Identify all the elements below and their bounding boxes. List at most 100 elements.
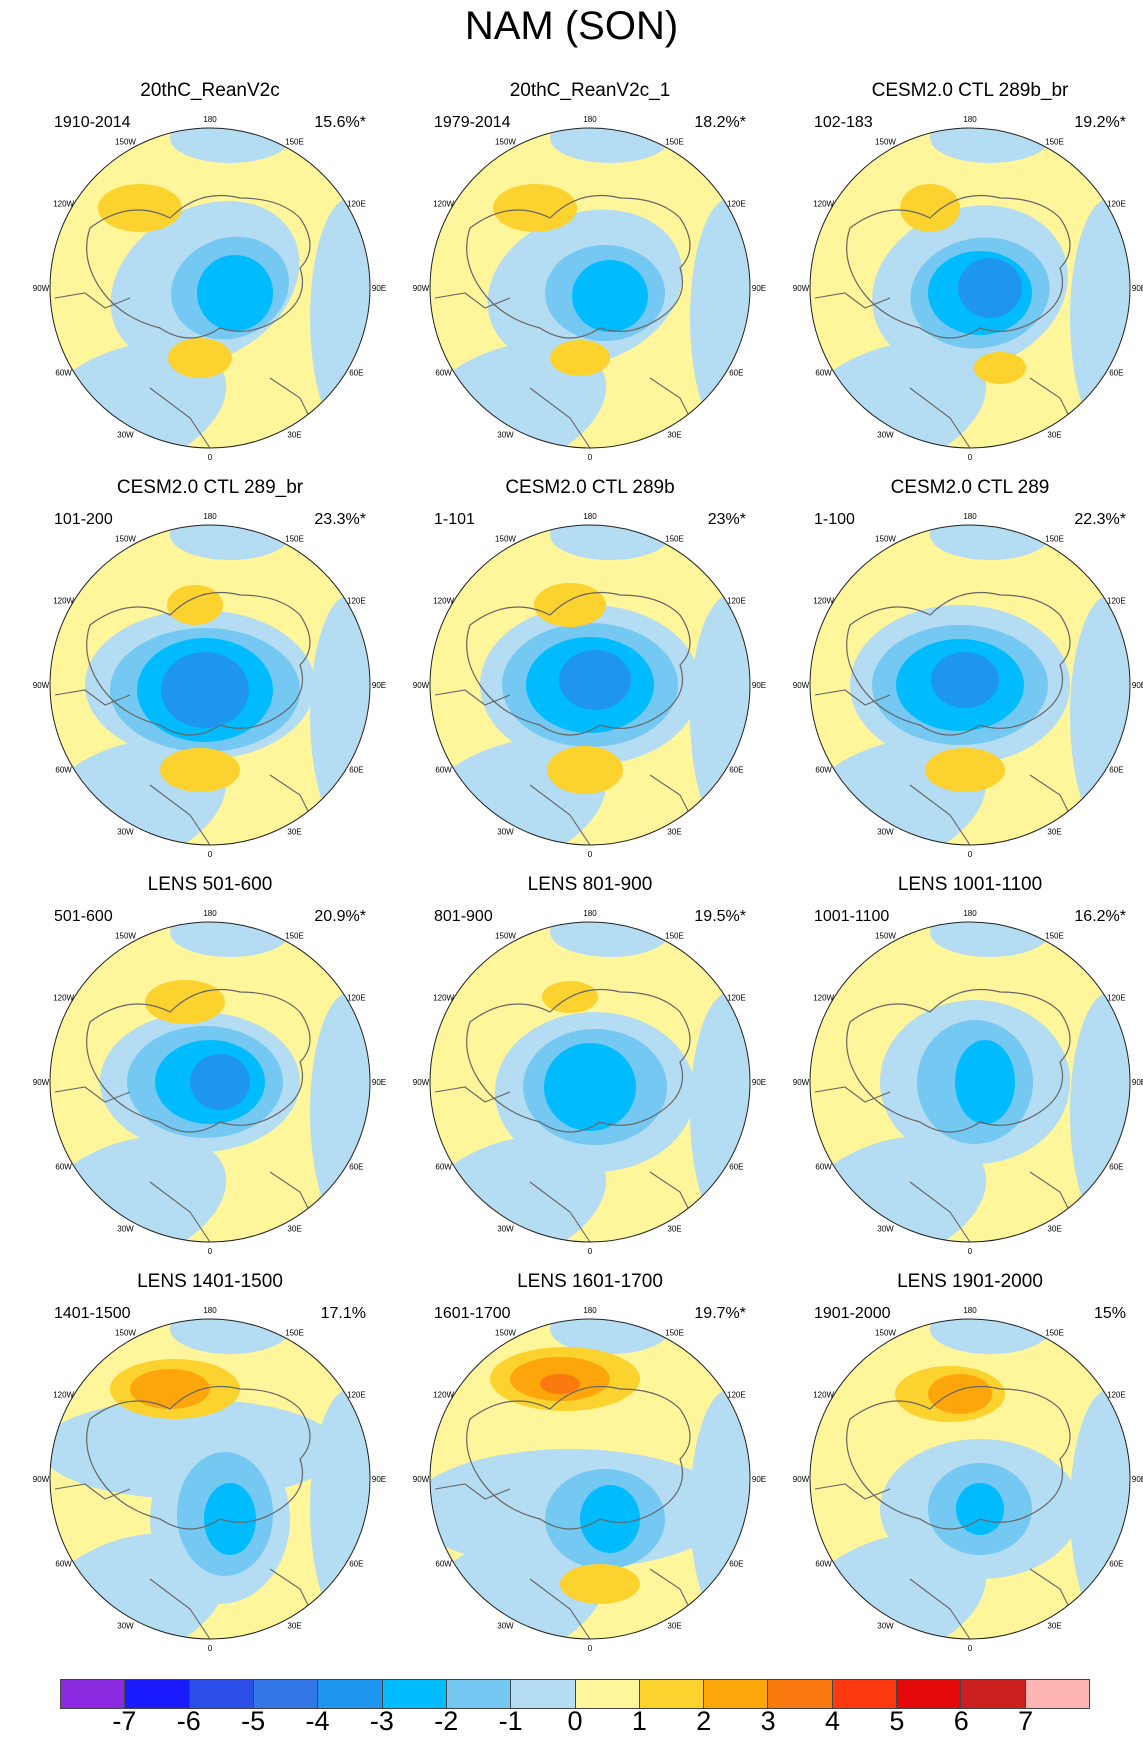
longitude-label: 120E bbox=[347, 200, 366, 209]
panel-period: 1-100 bbox=[814, 511, 855, 528]
anomaly-contour bbox=[560, 1564, 640, 1604]
map-border bbox=[49, 1318, 371, 1640]
longitude-label: 180 bbox=[203, 1306, 217, 1315]
longitude-label: 180 bbox=[583, 1306, 597, 1315]
anomaly-contour bbox=[930, 1319, 1050, 1354]
coastline bbox=[846, 591, 1071, 736]
map-border bbox=[809, 1318, 1131, 1640]
anomaly-contour bbox=[580, 1485, 640, 1553]
longitude-label: 60E bbox=[349, 1560, 363, 1569]
map-panel: CESM2.0 CTL 289_br 101-200 23.3%* 180 150E 12… bbox=[20, 477, 400, 867]
longitude-label: 180 bbox=[583, 115, 597, 124]
anomaly-contour bbox=[559, 650, 631, 710]
longitude-label: 30W bbox=[877, 430, 894, 439]
panel-period: 1401-1500 bbox=[54, 1305, 131, 1322]
polar-map: 180 150E 120E 90E 60E 30E 0 30W 60W 90W 120W 150W bbox=[793, 909, 1143, 1256]
coastline bbox=[86, 988, 311, 1133]
longitude-label: 120W bbox=[813, 200, 834, 209]
map-panel: LENS 1401-1500 1401-1500 17.1% 180 150E 120E 9… bbox=[20, 1271, 400, 1661]
panel-variance: 17.1% bbox=[320, 1305, 366, 1322]
anomaly-contour bbox=[544, 1043, 636, 1131]
map-panel: CESM2.0 CTL 289b_br 102-183 19.2%* 180 150E 1… bbox=[780, 80, 1143, 470]
map-border bbox=[809, 524, 1131, 846]
longitude-label: 120E bbox=[1107, 994, 1126, 1003]
panel-variance: 22.3%* bbox=[1074, 511, 1126, 528]
longitude-label: 150W bbox=[495, 1329, 516, 1338]
longitude-label: 90E bbox=[752, 681, 766, 690]
longitude-label: 150E bbox=[665, 1329, 684, 1338]
longitude-label: 30E bbox=[287, 430, 301, 439]
map-panel: LENS 1901-2000 1901-2000 15% 180 150E 120E 90E… bbox=[780, 1271, 1143, 1661]
colorbar-box bbox=[639, 1680, 705, 1708]
colorbar-label: 7 bbox=[1018, 1706, 1034, 1736]
anomaly-contour bbox=[1070, 198, 1130, 438]
coastline bbox=[846, 1385, 1071, 1530]
anomaly-contour bbox=[167, 585, 223, 625]
longitude-label: 0 bbox=[588, 850, 593, 859]
colorbar-box bbox=[575, 1680, 640, 1708]
panel-variance: 19.7%* bbox=[694, 1305, 746, 1322]
colorbar-label: 0 bbox=[567, 1706, 583, 1736]
polar-map: 180 150E 120E 90E 60E 30E 0 30W 60W 90W 120W 150W bbox=[413, 909, 766, 1256]
longitude-label: 60E bbox=[1109, 369, 1123, 378]
colorbar-box bbox=[61, 1680, 126, 1708]
longitude-label: 150W bbox=[115, 535, 136, 544]
longitude-label: 90E bbox=[752, 1078, 766, 1087]
longitude-label: 60W bbox=[435, 1163, 452, 1172]
longitude-label: 0 bbox=[588, 1247, 593, 1256]
anomaly-contour bbox=[690, 595, 750, 835]
coastline bbox=[466, 194, 691, 339]
longitude-label: 90E bbox=[372, 284, 386, 293]
longitude-label: 0 bbox=[208, 453, 213, 462]
longitude-label: 90W bbox=[793, 284, 810, 293]
longitude-label: 180 bbox=[203, 909, 217, 918]
longitude-label: 90E bbox=[752, 284, 766, 293]
anomaly-contour bbox=[145, 980, 225, 1024]
polar-map: 180 150E 120E 90E 60E 30E 0 30W 60W 90W 120W 150W bbox=[413, 1306, 766, 1653]
panel-period: 101-200 bbox=[54, 511, 113, 528]
panel-variance: 20.9%* bbox=[314, 908, 366, 925]
panel-variance: 18.2%* bbox=[694, 114, 746, 131]
longitude-label: 90W bbox=[413, 1078, 430, 1087]
panel-title: LENS 501-600 bbox=[147, 874, 273, 895]
longitude-label: 90E bbox=[372, 681, 386, 690]
anomaly-contour bbox=[493, 184, 577, 232]
longitude-label: 0 bbox=[588, 453, 593, 462]
anomaly-contour bbox=[170, 525, 290, 560]
map-panel: LENS 801-900 801-900 19.5%* 180 150E 120E 90E 6… bbox=[400, 874, 780, 1264]
map-border bbox=[809, 921, 1131, 1243]
longitude-label: 90W bbox=[33, 1475, 50, 1484]
longitude-label: 150E bbox=[1045, 138, 1064, 147]
longitude-label: 30E bbox=[667, 1621, 681, 1630]
map-panel: CESM2.0 CTL 289b 1-101 23%* 180 150E 120E 90E 6… bbox=[400, 477, 780, 867]
longitude-label: 150E bbox=[665, 138, 684, 147]
longitude-label: 60E bbox=[729, 1560, 743, 1569]
colorbar-box bbox=[1025, 1680, 1089, 1708]
anomaly-contour bbox=[900, 184, 960, 232]
longitude-label: 30W bbox=[117, 827, 134, 836]
colorbar-label: -7 bbox=[112, 1706, 137, 1736]
anomaly-contour bbox=[168, 338, 232, 378]
coastline bbox=[466, 591, 691, 736]
panel-title: CESM2.0 CTL 289_br bbox=[116, 477, 304, 498]
map-panel: LENS 1001-1100 1001-1100 16.2%* 180 150E 120E… bbox=[780, 874, 1143, 1264]
longitude-label: 60E bbox=[349, 1163, 363, 1172]
longitude-label: 60W bbox=[815, 369, 832, 378]
longitude-label: 60W bbox=[55, 1560, 72, 1569]
longitude-label: 60E bbox=[729, 766, 743, 775]
longitude-label: 90W bbox=[33, 284, 50, 293]
map-border bbox=[49, 921, 371, 1243]
panel-title: 20thC_ReanV2c bbox=[140, 80, 280, 101]
anomaly-contour bbox=[958, 258, 1022, 318]
anomaly-contour bbox=[161, 652, 249, 728]
longitude-label: 30W bbox=[877, 827, 894, 836]
colorbar-box bbox=[511, 1680, 576, 1708]
longitude-label: 150W bbox=[495, 932, 516, 941]
anomaly-contour bbox=[310, 198, 370, 438]
panel-variance: 16.2%* bbox=[1074, 908, 1126, 925]
polar-map: 180 150E 120E 90E 60E 30E 0 30W 60W 90W 120W 150W bbox=[33, 909, 386, 1256]
longitude-label: 60W bbox=[435, 1560, 452, 1569]
longitude-label: 120W bbox=[53, 994, 74, 1003]
colorbar-label: -2 bbox=[434, 1706, 459, 1736]
longitude-label: 180 bbox=[203, 512, 217, 521]
